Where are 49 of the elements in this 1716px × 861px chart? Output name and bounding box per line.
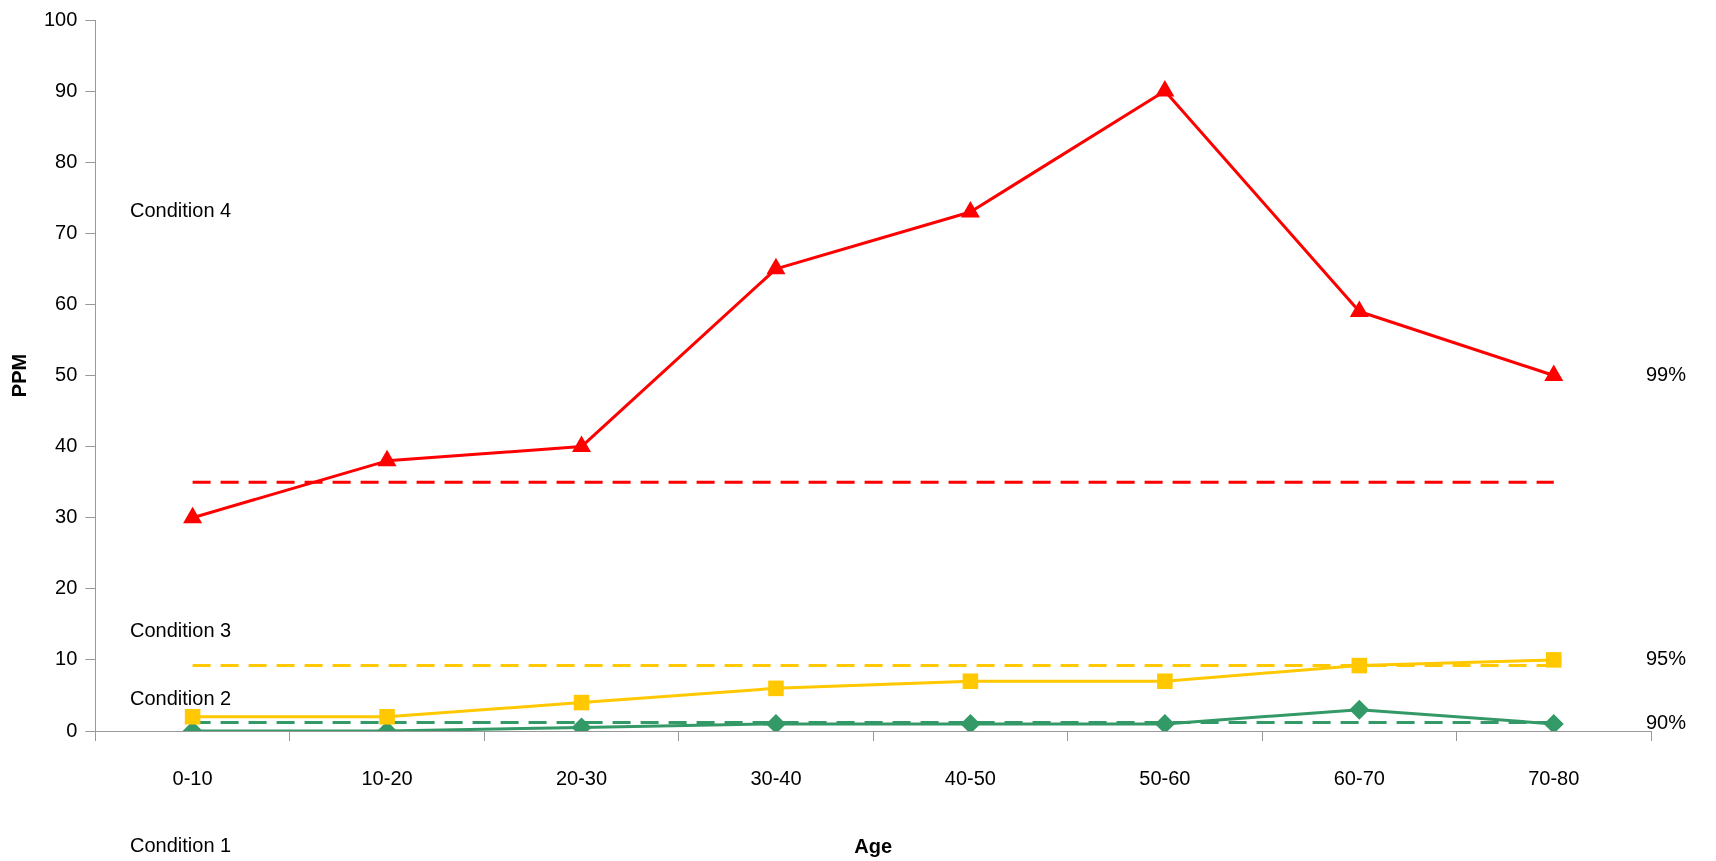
y-tick-label: 50 [55,363,78,386]
y-tick-label: 90 [55,78,78,101]
x-tick-label: 50-60 [1139,766,1191,789]
point [766,257,786,275]
point [1544,364,1564,381]
point [768,680,784,697]
point [765,713,786,731]
point [1157,673,1173,690]
annotation: Condition 2 [130,686,232,710]
y-tick-label: 10 [55,647,78,670]
y-tick-label: 60 [55,291,78,314]
point [960,200,980,218]
point [379,709,395,725]
point [1349,300,1369,318]
text: 99% [1646,363,1687,386]
annotation: Condition 3 [130,618,232,642]
point [1155,80,1175,97]
x-tick-label: 60-70 [1333,766,1385,789]
x-tick-label: 30-40 [750,766,802,789]
text: 90% [1646,711,1687,734]
y-tick-label: 20 [55,576,78,599]
y-tick-label: 80 [55,149,78,172]
y-tick-label: 30 [55,505,78,528]
y-tick-label: 70 [55,220,78,243]
text: 95% [1646,647,1687,670]
point [184,709,201,725]
y-tick-label: 0 [66,718,78,741]
x-tick-label: 10-20 [361,766,413,789]
point [1351,657,1368,674]
y-tick-label: 100 [43,7,78,30]
point [183,506,203,524]
text: Condition 1 [130,833,232,857]
annotation: Condition 4 [130,198,232,222]
point [377,449,397,467]
y-axis-title: PPM [7,353,30,398]
point [962,673,979,690]
point [1543,713,1564,731]
x-axis-title: Age [854,834,893,857]
point [1546,652,1562,668]
point [571,435,592,453]
x-tick-label: 20-30 [555,766,608,789]
point [960,713,981,731]
y-tick-label: 40 [55,434,78,457]
x-tick-label: 40-50 [944,766,996,789]
point [573,694,590,711]
x-tick-label: 70-80 [1528,766,1580,789]
point [1349,699,1370,720]
point [1154,713,1175,731]
x-tick-label: 0-10 [172,766,213,789]
